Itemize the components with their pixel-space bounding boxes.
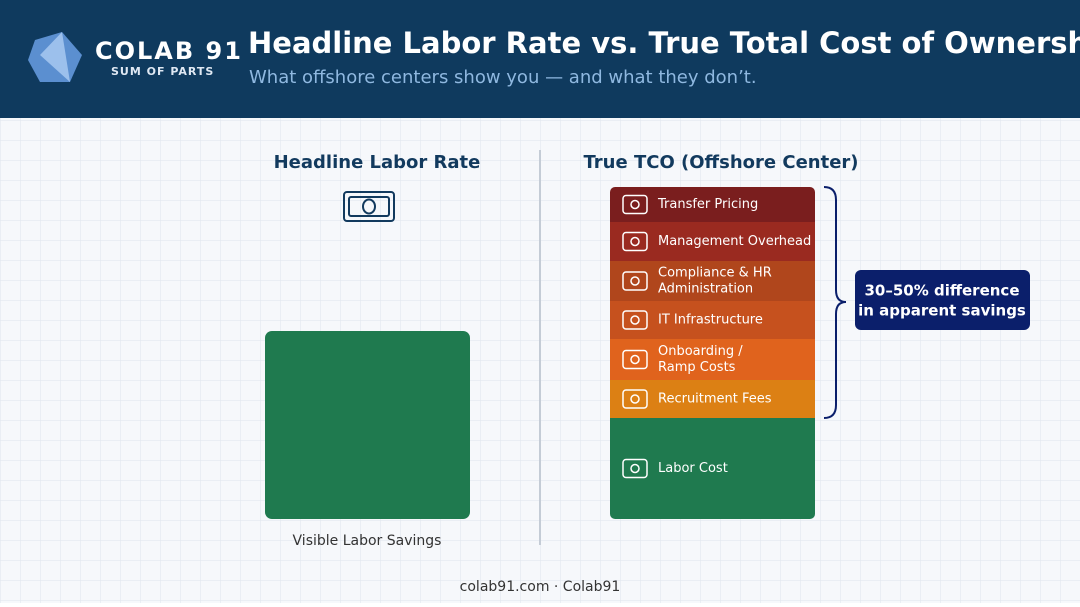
callout-text: in apparent savings: [858, 302, 1026, 320]
segment-fill: [610, 192, 815, 222]
segment: [610, 222, 815, 262]
segment-icon: [622, 194, 648, 215]
segment-icon: [622, 349, 648, 370]
left-title: Headline Labor Rate: [274, 152, 481, 173]
segment: [610, 261, 815, 302]
segment-icon: [622, 231, 648, 252]
segment-label: Labor Cost: [658, 461, 728, 476]
logo-subtitle: SUM OF PARTS: [111, 65, 214, 78]
segment-label: Management Overhead: [658, 234, 811, 249]
segment-icon: [622, 458, 648, 479]
segment: [610, 380, 815, 419]
segment-label: Recruitment Fees: [658, 392, 772, 407]
tco-stack: Transfer Pricing Management Overhead Compl…: [610, 187, 815, 519]
segment: [610, 339, 815, 381]
right-title: True TCO (Offshore Center): [583, 152, 858, 173]
footer: colab91.com · Colab91: [460, 579, 621, 595]
callout-text: 30–50% difference: [864, 282, 1019, 300]
segment-icon: [622, 389, 648, 409]
money-icon: [343, 191, 395, 222]
segment-label: Administration: [658, 282, 753, 297]
left-bar: [265, 331, 470, 519]
segment-label: Transfer Pricing: [657, 197, 758, 212]
segment-icon: [630, 463, 640, 474]
segment-label: Compliance & HR: [658, 266, 772, 281]
segment-icon: [630, 236, 640, 247]
segment-icon: [630, 394, 640, 404]
segment-icon: [630, 354, 640, 365]
title: Headline Labor Rate vs. True Total Cost …: [248, 26, 1080, 60]
segment-icon: [622, 271, 648, 291]
segment-icon: [622, 310, 648, 330]
segment-fill: [610, 418, 815, 514]
subtitle: What offshore centers show you — and wha…: [249, 67, 757, 88]
logo-mark: [28, 32, 82, 82]
header-bar: [0, 0, 1080, 118]
left-label: Visible Labor Savings: [293, 533, 442, 549]
callout-box: [855, 270, 1030, 330]
segment-icon: [630, 276, 640, 286]
logo-title: COLAB 91: [95, 37, 243, 65]
segment-label: Ramp Costs: [658, 360, 736, 375]
segment: [610, 301, 815, 340]
segment-label: IT Infrastructure: [658, 313, 763, 328]
bracket: [823, 186, 847, 419]
segment-icon: [630, 199, 640, 210]
segment-label: Onboarding /: [658, 344, 743, 359]
segment-icon: [630, 315, 640, 325]
